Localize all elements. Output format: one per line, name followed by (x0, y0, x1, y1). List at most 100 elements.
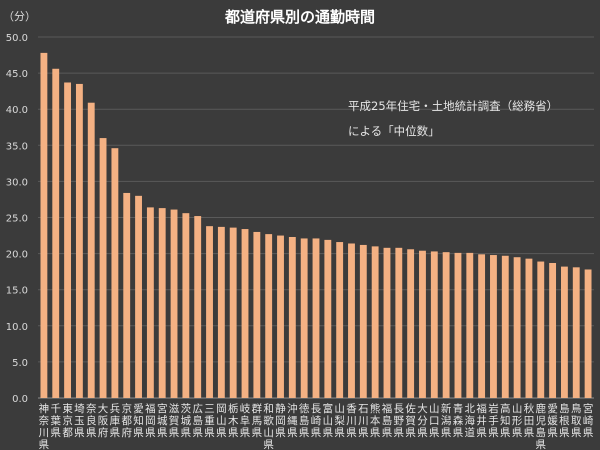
bar (560, 266, 568, 398)
bar (99, 138, 107, 398)
category-label: 福井県 (476, 402, 487, 439)
category-label: 愛知県 (133, 402, 144, 439)
category-label: 熊本県 (370, 402, 381, 439)
category-label: 岡山県 (216, 403, 227, 439)
bar (442, 252, 450, 398)
y-tick-label: 20.0 (6, 250, 28, 261)
bar (371, 246, 379, 398)
bar (229, 227, 237, 398)
category-label: 千葉県 (50, 403, 61, 439)
y-axis-ticks: 0.0 5.0 10.0 15.0 20.0 25.0 30.0 35.0 40.0 45.0 50… (6, 33, 28, 405)
bar (170, 209, 178, 398)
bar (87, 102, 95, 398)
category-label: 新潟県 (441, 402, 452, 439)
category-label: 高知県 (500, 402, 511, 439)
bar (395, 247, 403, 398)
bar (359, 244, 367, 398)
bar (466, 252, 474, 398)
category-label: 沖縄県 (287, 402, 298, 439)
category-label: 静岡県 (275, 402, 286, 439)
bar (525, 258, 533, 398)
bar (348, 243, 355, 398)
category-label: 石川県 (358, 403, 369, 439)
category-label: 神奈川県 (39, 402, 50, 450)
bar (383, 247, 391, 398)
category-label: 山形県 (512, 403, 523, 439)
bar (549, 262, 557, 398)
category-label: 福岡県 (145, 402, 156, 439)
category-label: 兵庫県 (110, 402, 121, 439)
y-tick-label: 45.0 (6, 69, 28, 80)
bar (490, 255, 497, 398)
category-label: 富山県 (323, 402, 334, 439)
bar (265, 234, 273, 398)
bar (572, 267, 580, 398)
bar (194, 216, 202, 398)
bar (430, 251, 438, 398)
category-label: 佐賀県 (405, 402, 416, 439)
bar (64, 82, 71, 399)
category-label: 青森県 (453, 402, 464, 439)
category-label: 群馬県 (252, 402, 263, 439)
bar (312, 238, 320, 398)
bar (478, 254, 486, 398)
category-label: 秋田県 (524, 402, 535, 439)
bar (513, 257, 521, 398)
category-label: 愛媛県 (547, 402, 558, 439)
category-label: 大分県 (417, 402, 428, 439)
bar (537, 261, 545, 398)
y-tick-label: 5.0 (12, 358, 28, 369)
bar (206, 226, 213, 398)
category-label: 茨城県 (181, 402, 192, 439)
category-label: 岩手県 (488, 402, 499, 439)
y-tick-label: 15.0 (6, 286, 28, 297)
category-label: 大阪府 (98, 402, 109, 439)
x-axis-labels: 神奈川県千葉県東京都埼玉県奈良県大阪府兵庫県京都府愛知県福岡県宮城県滋賀県茨城県… (39, 402, 594, 450)
bar (146, 207, 154, 398)
category-label: 東京都 (62, 402, 73, 439)
category-label: 岐阜県 (240, 402, 251, 439)
bar (407, 249, 415, 398)
bar (40, 52, 48, 398)
bar (111, 148, 119, 398)
bar (454, 252, 462, 398)
y-axis-unit-label: （分） (3, 10, 36, 23)
category-label: 長崎県 (311, 403, 322, 439)
y-tick-label: 0.0 (12, 394, 28, 405)
bar (253, 231, 261, 398)
category-label: 滋賀県 (169, 402, 180, 439)
category-label: 山口県 (429, 403, 440, 439)
y-tick-label: 30.0 (6, 177, 28, 188)
y-tick-label: 40.0 (6, 105, 28, 116)
bar (336, 242, 344, 398)
bar (52, 68, 60, 399)
category-label: 和歌山県 (263, 403, 274, 450)
bar (135, 195, 142, 398)
y-tick-label: 10.0 (6, 322, 28, 333)
bars (40, 52, 592, 399)
category-label: 島根県 (559, 402, 570, 439)
category-label: 山梨県 (334, 403, 345, 439)
bar (241, 229, 249, 398)
category-label: 宮城県 (157, 402, 168, 439)
category-label: 徳島県 (299, 402, 310, 439)
source-note-line-1: 平成25年住宅・土地統計調査（総務省） (348, 99, 558, 113)
category-label: 三重県 (204, 403, 215, 439)
bar (300, 238, 308, 398)
category-label: 栃木県 (228, 402, 239, 439)
category-label: 鳥取県 (571, 402, 582, 439)
y-tick-label: 25.0 (6, 214, 28, 225)
chart-title: 都道府県別の通勤時間 (224, 8, 375, 26)
bar (324, 239, 332, 398)
category-label: 香川県 (346, 403, 357, 439)
bar (288, 236, 296, 398)
category-label: 長野県 (394, 403, 405, 439)
category-label: 宮崎県 (583, 402, 594, 439)
source-note-line-2: による「中位数」 (348, 124, 440, 138)
category-label: 奈良県 (86, 402, 97, 439)
category-label: 京都府 (121, 402, 132, 439)
category-label: 広島県 (192, 402, 203, 439)
bar (277, 235, 284, 398)
